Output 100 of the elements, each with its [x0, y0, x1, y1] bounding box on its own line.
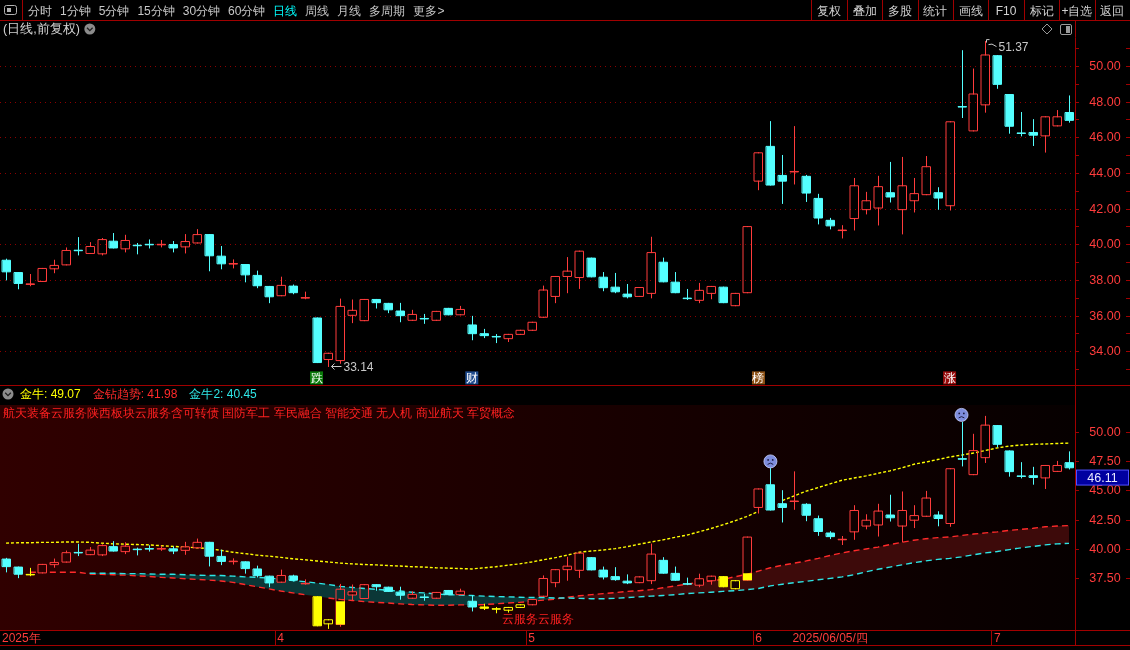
candlestick — [265, 285, 274, 304]
candlestick — [109, 541, 118, 552]
candlestick — [587, 257, 596, 278]
candlestick — [265, 575, 274, 588]
y-tick-label: 34.00 — [1089, 344, 1121, 359]
candlestick — [551, 569, 560, 588]
candlestick — [181, 541, 190, 555]
y-tick-label: 42.50 — [1089, 512, 1121, 527]
candlestick — [814, 193, 823, 225]
y-tick-label: 38.00 — [1089, 272, 1121, 287]
candlestick — [360, 298, 369, 322]
candlestick — [1053, 110, 1062, 127]
candlestick — [289, 574, 298, 582]
candlestick — [1017, 462, 1026, 479]
candlestick — [599, 272, 608, 292]
candlestick — [516, 329, 525, 335]
candlestick — [74, 543, 83, 557]
candlestick — [420, 593, 429, 601]
candlestick — [563, 556, 572, 581]
x-tick-label: 2025年 — [2, 631, 41, 645]
y-tick-label: 42.00 — [1089, 201, 1121, 216]
candlestick — [743, 226, 752, 294]
candlestick — [969, 68, 978, 132]
candlestick — [324, 352, 333, 367]
candlestick — [193, 229, 202, 244]
text: 15分钟 — [137, 3, 175, 18]
candlestick — [539, 575, 548, 597]
candlestick — [850, 505, 859, 540]
candlestick — [1017, 112, 1026, 137]
candlestick — [778, 490, 787, 523]
candlestick — [790, 126, 799, 185]
candlestick — [934, 511, 943, 527]
candlestick — [432, 310, 441, 321]
data-label: 涨 — [943, 372, 956, 385]
candlestick — [253, 270, 262, 289]
text: F10 — [995, 3, 1017, 18]
candlestick — [193, 538, 202, 549]
candlestick — [958, 50, 967, 119]
candlestick — [277, 569, 286, 583]
candlestick — [778, 154, 787, 204]
y-tick-label: 36.00 — [1089, 308, 1121, 323]
candlestick — [217, 549, 226, 566]
candlestick — [86, 242, 95, 254]
text: 画线 — [958, 3, 983, 18]
candlestick — [109, 233, 118, 249]
data-label: 财 — [465, 372, 478, 385]
candlestick — [671, 566, 680, 581]
candlestick — [205, 234, 214, 272]
text: 分时 — [28, 3, 52, 18]
text: 1分钟 — [60, 3, 91, 18]
candlestick — [575, 250, 584, 289]
candlestick — [444, 307, 453, 316]
candlestick — [1029, 119, 1038, 146]
text: 标记 — [1028, 3, 1054, 18]
candlestick — [289, 284, 298, 295]
data-label: 跌 — [310, 372, 323, 385]
candlestick — [754, 152, 763, 191]
candlestick — [719, 576, 728, 588]
candlestick — [372, 584, 381, 591]
candlestick — [587, 557, 596, 571]
candlestick — [480, 603, 489, 611]
candlestick — [1041, 464, 1050, 489]
candlestick — [169, 546, 178, 555]
candlestick — [372, 298, 381, 309]
candlestick — [969, 433, 978, 476]
candlestick — [50, 259, 59, 274]
candlestick — [826, 217, 835, 230]
candlestick — [384, 302, 393, 314]
candlestick — [444, 589, 453, 596]
candlestick — [671, 272, 680, 294]
candlestick — [946, 121, 955, 211]
candlestick — [14, 566, 23, 579]
candlestick — [659, 257, 668, 283]
candlestick — [981, 41, 990, 113]
candlestick — [74, 237, 83, 256]
y-tick-label: 50.00 — [1089, 59, 1121, 74]
candlestick — [313, 596, 322, 627]
candlestick — [38, 267, 47, 282]
candlestick — [635, 576, 644, 584]
candlestick — [958, 421, 967, 467]
candlestick — [2, 557, 11, 573]
candlestick — [993, 425, 1002, 448]
candlestick — [145, 545, 154, 552]
y-tick-label: 47.50 — [1089, 454, 1121, 469]
text: 多周期 — [369, 3, 406, 18]
candlestick — [396, 586, 405, 600]
y-tick-label: 46.11 — [1087, 470, 1118, 485]
candlestick — [539, 285, 548, 318]
candlestick — [802, 503, 811, 522]
line-series — [88, 542, 1070, 600]
text: 更多> — [413, 3, 445, 18]
x-tick-label: 6 — [755, 631, 763, 645]
candlestick — [611, 272, 620, 294]
annotation: 51.37 — [998, 39, 1029, 54]
candlestick — [754, 488, 763, 514]
candlestick — [922, 490, 931, 517]
candlestick — [62, 550, 71, 563]
candlestick — [707, 285, 716, 300]
candlestick — [1029, 466, 1038, 485]
candlestick — [360, 584, 369, 599]
